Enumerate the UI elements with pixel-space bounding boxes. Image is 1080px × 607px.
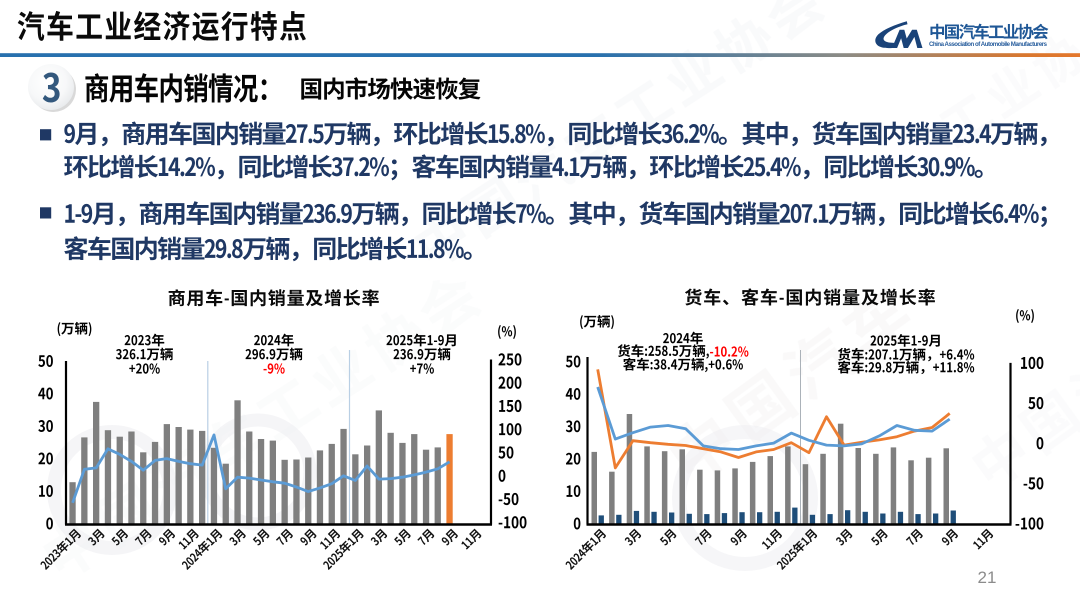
- svg-text:21: 21: [978, 568, 997, 587]
- svg-text:China Association of Automobil: China Association of Automobile Manufact…: [929, 41, 1048, 48]
